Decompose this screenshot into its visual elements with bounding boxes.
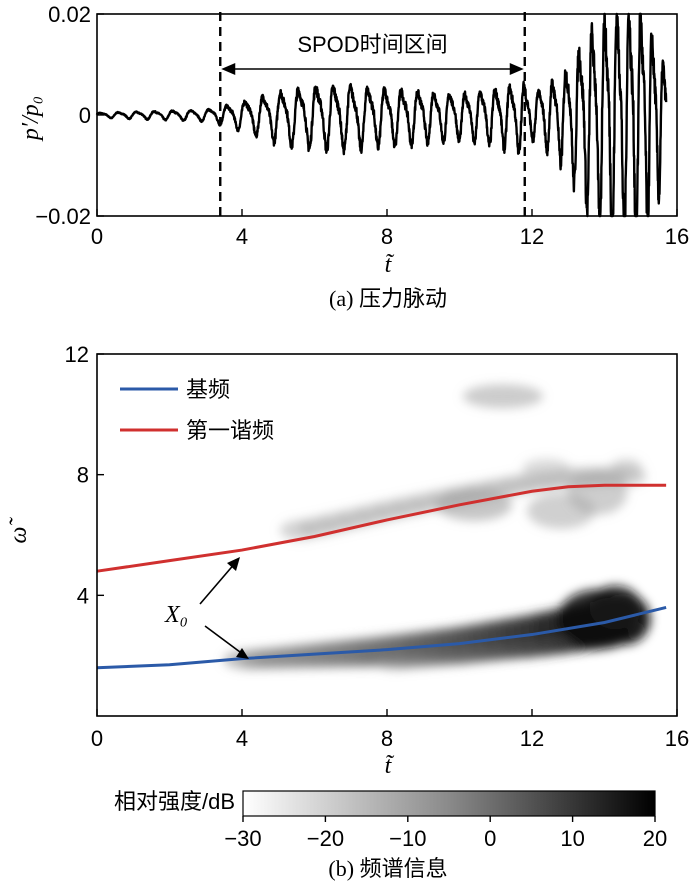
panel-a-x-tick-label: 8 xyxy=(381,224,393,249)
heatmap-cell xyxy=(610,458,643,479)
x0-arrow-upper xyxy=(199,561,237,605)
x0-annotation-label: X₀ xyxy=(164,602,188,628)
panel-a-y-tick-label: 0.02 xyxy=(48,2,91,27)
panel-b-y-ticks: 12 8 4 xyxy=(65,342,104,608)
panel-a-x-tick-label: 0 xyxy=(91,224,103,249)
panel-a-x-axis-label: t̃ xyxy=(385,252,395,278)
spod-interval-label: SPOD时间区间 xyxy=(297,32,447,57)
colorbar-label: 相对强度/dB xyxy=(114,789,235,814)
panel-a-pressure: SPOD时间区间 0 4 8 12 16 0.020−0.02 p′/p₀ t̃ (a)… xyxy=(18,2,689,311)
colorbar-tick-label: 0 xyxy=(484,826,496,851)
panel-b-spectrum: 0 4 8 12 16 12 8 4 基频 第一谐频 X₀ ω̃ t̃ 相对强度/dB −3… xyxy=(6,342,689,881)
panel-b-x-tick-label: 4 xyxy=(236,726,248,751)
pressure-signal-line xyxy=(95,12,668,218)
panel-b-y-tick-label: 8 xyxy=(77,463,89,488)
panel-b-caption: (b) 频谱信息 xyxy=(328,856,447,881)
panel-b-x-tick-label: 8 xyxy=(381,726,393,751)
panel-b-x-tick-label: 0 xyxy=(91,726,103,751)
colorbar-ticks: −30 −20 −10 0 10 20 xyxy=(224,816,667,851)
panel-a-x-tick-label: 16 xyxy=(665,224,689,249)
heatmap-cell xyxy=(567,470,628,515)
panel-a-x-tick-label: 12 xyxy=(520,224,544,249)
panel-a-y-tick-label: 0 xyxy=(79,103,91,128)
heatmap-cell xyxy=(589,585,642,630)
colorbar-tick-label: −10 xyxy=(389,826,426,851)
colorbar-gradient xyxy=(242,790,656,817)
panel-b-x-tick-label: 16 xyxy=(665,726,689,751)
x0-arrowhead-upper xyxy=(227,557,240,571)
panel-b-y-tick-label: 4 xyxy=(77,583,89,608)
panel-a-y-tick-label: −0.02 xyxy=(35,204,91,229)
panel-a-x-tick-label: 4 xyxy=(236,224,248,249)
harmonic-frequency-line xyxy=(96,483,667,573)
panel-b-x-tick-label: 12 xyxy=(520,726,544,751)
spod-interval-arrowhead-right xyxy=(509,63,524,75)
panel-b-x-axis-label: t̃ xyxy=(385,753,395,779)
panel-b-y-tick-label: 12 xyxy=(65,342,89,367)
heatmap-cell xyxy=(522,458,571,479)
panel-b-y-axis-label: ω̃ xyxy=(6,517,32,544)
panel-a-y-axis-label: p′/p₀ xyxy=(18,96,44,142)
legend-label-fundamental: 基频 xyxy=(186,377,230,402)
panel-b-x-ticks: 0 4 8 12 16 xyxy=(91,709,689,751)
legend-label-harmonic: 第一谐频 xyxy=(186,418,274,443)
colorbar: 相对强度/dB −30 −20 −10 0 10 20 xyxy=(114,789,667,851)
spectrum-heatmap xyxy=(223,384,651,671)
colorbar-tick-label: 20 xyxy=(643,826,667,851)
legend: 基频 第一谐频 xyxy=(120,377,274,443)
panel-a-caption: (a) 压力脉动 xyxy=(329,286,447,311)
spod-interval-arrowhead-left xyxy=(221,63,236,75)
x0-arrow-lower xyxy=(204,625,245,656)
heatmap-cell xyxy=(436,488,512,521)
colorbar-tick-label: 10 xyxy=(560,826,584,851)
colorbar-tick-label: −30 xyxy=(224,826,261,851)
x0-arrowhead-lower xyxy=(236,648,249,659)
panel-a-x-ticks: 0 4 8 12 16 xyxy=(91,209,689,249)
panel-a-y-ticks: 0.02 0 −0.02 xyxy=(35,2,104,229)
fundamental-frequency-line xyxy=(96,605,667,670)
colorbar-tick-label: −20 xyxy=(307,826,344,851)
heatmap-cell xyxy=(463,384,543,409)
